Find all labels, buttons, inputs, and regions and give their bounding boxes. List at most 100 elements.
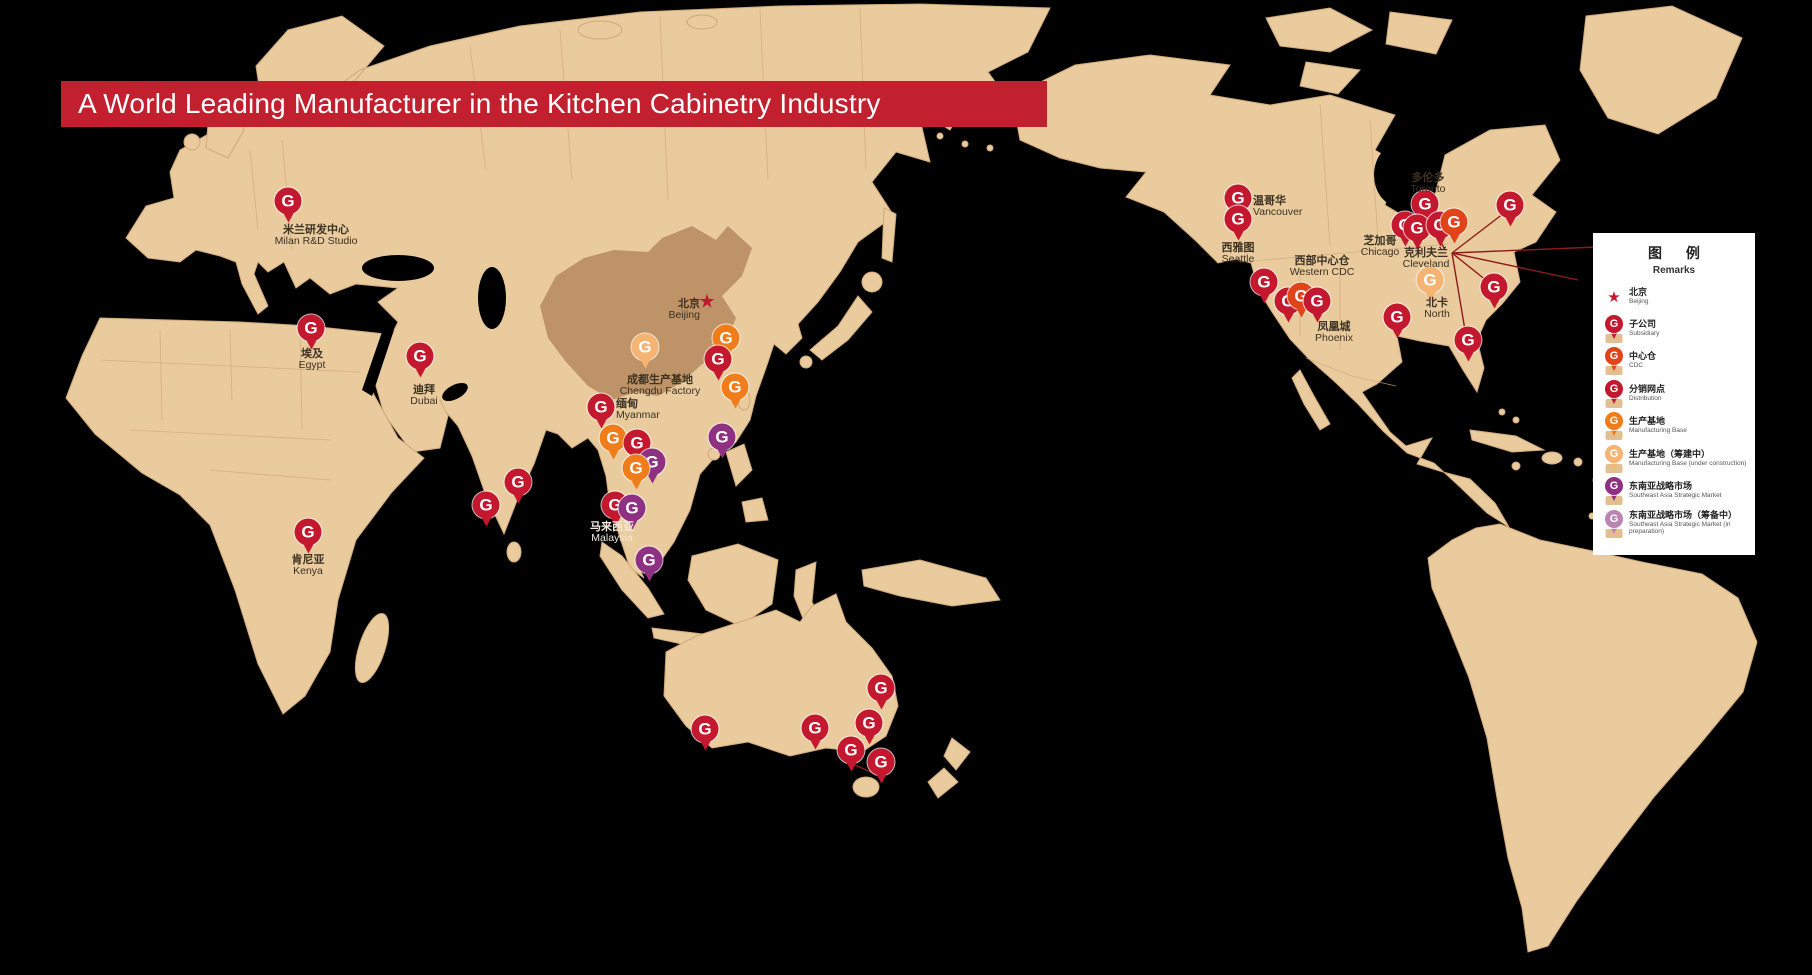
- island-borneo: [687, 543, 779, 627]
- map-label-en: Beijing: [668, 309, 700, 322]
- island-madagascar: [354, 613, 390, 683]
- map-label: 克利夫兰 Cleveland: [1403, 247, 1450, 271]
- pin-tail: [305, 338, 317, 350]
- pin-tail: [1504, 215, 1516, 227]
- island-tasmania: [852, 776, 880, 798]
- pin-tail: [1448, 232, 1460, 244]
- map-label-en: Chicago: [1360, 246, 1400, 259]
- pin-g-logo: G: [1416, 266, 1444, 294]
- map-pin-subsidiary: G: [691, 715, 719, 751]
- pin-tail: [1610, 395, 1618, 404]
- island-mindanao: [741, 497, 769, 523]
- map-label-en: Myanmar: [616, 409, 660, 422]
- map-pin-manufacturing: G: [721, 373, 749, 409]
- map-pin-subsidiary: G: [1403, 214, 1431, 250]
- map-label-zh: 北卡: [1426, 297, 1448, 309]
- continent-south-america: [1427, 523, 1758, 953]
- headline-banner: A World Leading Manufacturer in the Kitc…: [61, 81, 1047, 127]
- island-jamaica: [1511, 461, 1521, 471]
- map-pin-sea_market: G: [635, 546, 663, 582]
- pin-g-logo: G: [274, 187, 302, 215]
- arctic-island-3: [1299, 61, 1362, 95]
- map-label: 迪拜 Dubai: [410, 384, 437, 408]
- map-label-en: Seattle: [1221, 253, 1255, 266]
- pin-g-logo: G: [1454, 326, 1482, 354]
- legend-label-en: Southeast Asia Strategic Market: [1629, 492, 1722, 500]
- legend-star-icon: ★: [1599, 290, 1629, 305]
- aleutian-3: [986, 144, 994, 152]
- pin-tail: [809, 738, 821, 750]
- legend-item-text: 分销网点 Distribution: [1629, 384, 1665, 402]
- island-kyushu: [799, 355, 813, 369]
- legend-item-sea_market_prep: G 东南亚战略市场（筹备中） Southeast Asia Strategic Ma…: [1599, 509, 1749, 538]
- pin-tail: [1434, 235, 1446, 247]
- pin-tail: [480, 515, 492, 527]
- map-label: 西部中心仓 Western CDC: [1290, 255, 1355, 279]
- legend-label-en: Distribution: [1629, 394, 1662, 402]
- pin-icon: G: [1603, 412, 1625, 440]
- pin-tail: [1610, 460, 1618, 469]
- pin-g-logo: G: [1605, 314, 1623, 333]
- map-label: 米兰研发中心 Milan R&D Studio: [275, 224, 358, 248]
- map-label-zh: 肯尼亚: [291, 554, 325, 566]
- pin-icon: G: [1603, 477, 1625, 505]
- map-label: 北京 Beijing: [668, 298, 700, 322]
- map-label-zh: 多伦多: [1411, 172, 1445, 184]
- map-label-zh: 迪拜: [413, 384, 435, 396]
- pin-tail: [1295, 306, 1307, 318]
- china-highlight: [540, 226, 752, 400]
- map-label: 成都生产基地 Chengdu Factory: [620, 374, 701, 398]
- island-sakhalin: [881, 207, 897, 263]
- pin-g-logo: G: [1605, 412, 1623, 430]
- pin-icon: G: [1603, 379, 1625, 408]
- pin-tail: [302, 542, 314, 554]
- legend-title: 图 例: [1648, 245, 1710, 261]
- pin-g-logo: G: [406, 342, 434, 370]
- pin-g-logo: G: [635, 546, 663, 574]
- pin-g-logo: G: [631, 333, 659, 361]
- legend-item-sea_market: G 东南亚战略市场 Southeast Asia Strategic Market: [1599, 477, 1749, 505]
- map-pin-subsidiary: G: [855, 709, 883, 745]
- map-label-zh: 北京: [678, 298, 700, 310]
- map-label-en: Vancouver: [1253, 206, 1303, 219]
- pin-g-logo: G: [1605, 477, 1623, 495]
- pin-tail: [1610, 428, 1618, 436]
- pin-g-logo: G: [867, 748, 895, 776]
- map-label-zh: 凤凰城: [1317, 321, 1351, 333]
- pin-tail: [1399, 235, 1411, 247]
- pin-tail: [607, 448, 619, 460]
- pin-icon: G: [1603, 314, 1625, 343]
- legend-item-text: 北京 Beijing: [1629, 288, 1649, 306]
- map-label-zh: 缅甸: [616, 398, 638, 410]
- pin-g-logo: G: [297, 314, 325, 342]
- pin-tail: [512, 492, 524, 504]
- pin-tail: [643, 570, 655, 582]
- island-cuba: [1469, 429, 1546, 453]
- legend-item-text: 中心仓 CDC: [1629, 352, 1656, 370]
- legend-item-text: 子公司 Subsidiary: [1629, 319, 1660, 337]
- map-pin-subsidiary: G: [1496, 191, 1524, 227]
- pin-g-logo: G: [1496, 191, 1524, 219]
- island-puerto-rico: [1573, 457, 1583, 467]
- pin-g-logo: G: [1605, 509, 1623, 528]
- island-hokkaido: [861, 271, 883, 293]
- island-new-guinea: [861, 559, 1001, 607]
- pin-tail: [729, 397, 741, 409]
- legend-item-manufacturing_uc: G 生产基地（筹建中） Manufacturing Base (under cons…: [1599, 444, 1749, 473]
- map-label: 埃及 Egypt: [299, 348, 326, 372]
- legend-label-en: Southeast Asia Strategic Market (in prep…: [1629, 521, 1731, 536]
- pin-g-logo: G: [1605, 444, 1623, 463]
- map-label: 凤凰城 Phoenix: [1315, 321, 1353, 345]
- pin-tail: [845, 760, 857, 772]
- map-label-zh: 成都生产基地: [626, 374, 693, 386]
- legend-panel: 图 例 Remarks ★ 北京 Beijing G 子公司 Subsidiary G 中心仓…: [1593, 233, 1755, 555]
- pin-g-logo: G: [472, 491, 500, 519]
- aleutian-1: [936, 132, 944, 140]
- continent-africa: [65, 317, 425, 715]
- legend-label-en: Subsidiary: [1629, 329, 1660, 337]
- pin-g-logo: G: [1403, 214, 1431, 242]
- map-label-en: Egypt: [298, 359, 326, 372]
- pin-g-logo: G: [691, 715, 719, 743]
- pin-tail: [1424, 290, 1436, 302]
